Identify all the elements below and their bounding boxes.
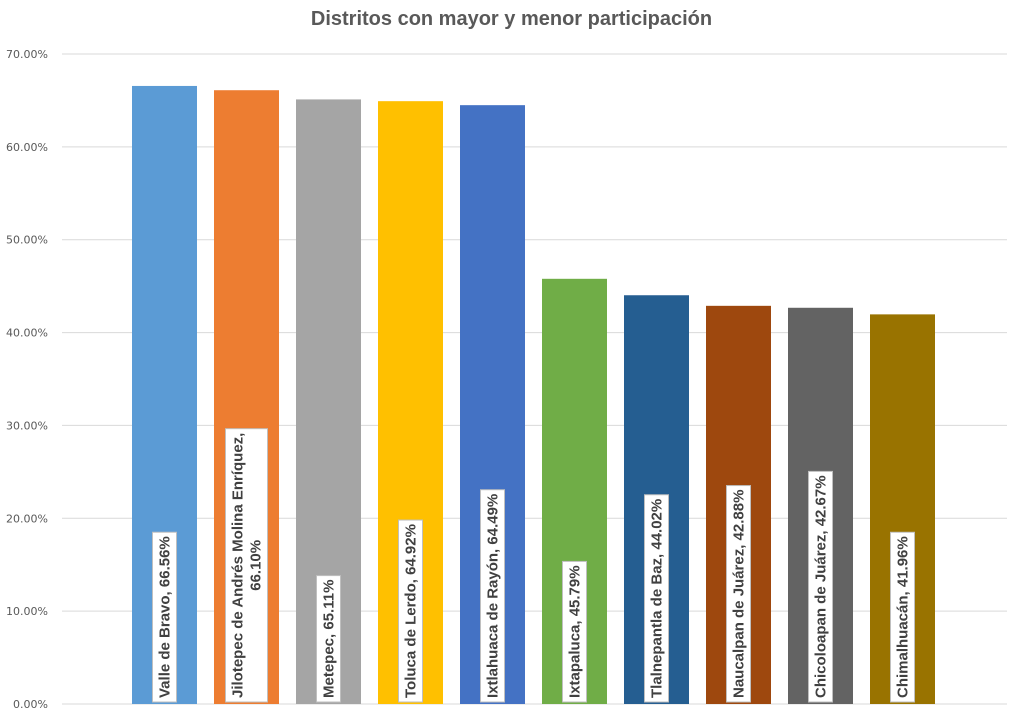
data-label-text: Ixtapaluca, 45.79% xyxy=(567,565,584,698)
data-label: Chimalhuacán, 41.96% xyxy=(890,531,915,703)
data-label-box xyxy=(152,531,177,703)
data-label-text: Valle de Bravo, 66.56% xyxy=(157,536,174,698)
data-label: Ixtlahuaca de Rayón, 64.49% xyxy=(480,489,505,703)
data-label-text: Metepec, 65.11% xyxy=(321,580,338,698)
y-axis-ticks: 0.00% 10.00% 20.00% 30.00% 40.00% 50.00% 60.00… xyxy=(6,48,48,711)
data-label-text: Jilotepec de Andrés Molina Enríquez, xyxy=(230,433,247,698)
data-label-text: Chimalhuacán, 41.96% xyxy=(895,536,912,698)
data-label-text: Chicoloapan de Juárez, 42.67% xyxy=(813,475,830,698)
data-label: Tlalnepantla de Baz, 44.02% xyxy=(644,494,669,703)
data-label-box xyxy=(890,531,915,703)
data-label-box xyxy=(316,575,341,703)
y-tick-label: 0.00% xyxy=(13,698,48,711)
data-label: Ixtapaluca, 45.79% xyxy=(562,560,587,703)
y-tick-label: 70.00% xyxy=(6,48,48,61)
data-label-text: Tlalnepantla de Baz, 44.02% xyxy=(649,499,666,698)
gridlines xyxy=(62,53,1007,705)
data-label-box xyxy=(644,494,669,703)
data-label-box xyxy=(480,489,505,703)
data-label-text: 66.10% xyxy=(248,540,265,591)
data-label: Jilotepec de Andrés Molina Enríquez, 66.1… xyxy=(225,428,268,703)
data-label-text: Toluca de Lerdo, 64.92% xyxy=(403,524,420,698)
y-tick-label: 60.00% xyxy=(6,141,48,154)
y-tick-label: 40.00% xyxy=(6,327,48,340)
data-label: Metepec, 65.11% xyxy=(316,575,341,703)
data-label-box xyxy=(398,519,423,703)
data-label-text: Naucalpan de Juárez, 42.88% xyxy=(731,490,748,698)
data-label-box xyxy=(225,428,268,703)
data-label: Valle de Bravo, 66.56% xyxy=(152,531,177,703)
data-label-box xyxy=(562,560,587,703)
y-tick-label: 10.00% xyxy=(6,605,48,618)
y-tick-label: 30.00% xyxy=(6,419,48,432)
y-tick-label: 50.00% xyxy=(6,234,48,247)
data-label-text: Ixtlahuaca de Rayón, 64.49% xyxy=(485,494,502,698)
chart-title: Distritos con mayor y menor participació… xyxy=(310,8,713,30)
data-label: Toluca de Lerdo, 64.92% xyxy=(398,519,423,703)
y-tick-label: 20.00% xyxy=(6,512,48,525)
data-label: Chicoloapan de Juárez, 42.67% xyxy=(808,470,833,703)
data-labels: Valle de Bravo, 66.56% Jilotepec de André… xyxy=(152,428,915,703)
data-label-box xyxy=(726,485,751,703)
data-label: Naucalpan de Juárez, 42.88% xyxy=(726,485,751,703)
data-label-box xyxy=(808,470,833,703)
